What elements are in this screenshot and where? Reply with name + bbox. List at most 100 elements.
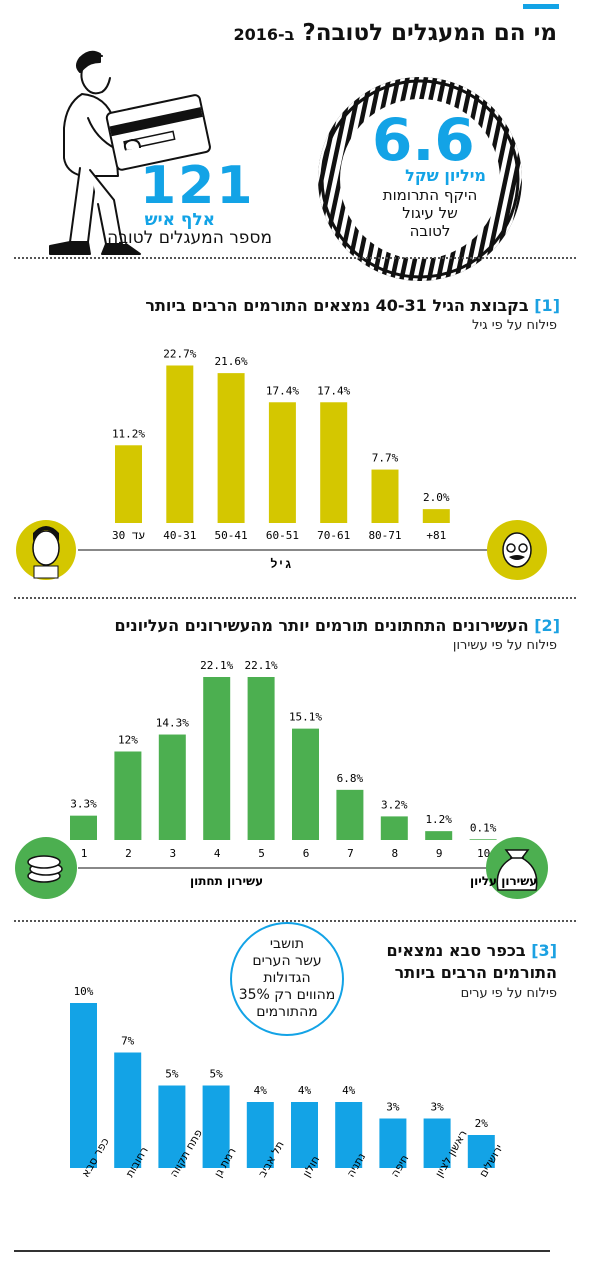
decile-value-label: 6.8%: [337, 772, 364, 785]
age-category-label: 70-61: [317, 529, 350, 542]
decile-category-label: 3: [169, 847, 176, 860]
decile-value-label: 22.1%: [200, 659, 233, 672]
ring-stripe: [521, 85, 522, 281]
decile-category-label: 1: [81, 847, 88, 860]
age-bar: [422, 509, 450, 523]
coins-icon: [15, 837, 77, 899]
age-category-label: 60-51: [266, 529, 299, 542]
city-value-label: 4%: [254, 1084, 268, 1097]
age-value-label: 2.0%: [423, 491, 450, 504]
city-value-label: 3%: [386, 1101, 400, 1114]
section1-title-text: בקבוצת הגיל 40-31 נמצאים התורמים הרבים ב…: [145, 296, 529, 315]
donations-caption-line1: היקף התרומות: [382, 186, 478, 204]
age-bar: [166, 365, 194, 523]
city-bar: [158, 1085, 186, 1168]
age-category-label: 80-71: [368, 529, 401, 542]
age-value-label: 11.2%: [112, 427, 145, 440]
person-with-card-illustration: [49, 50, 211, 255]
decile-bar: [380, 816, 408, 840]
top-decile-label: עשירון עליון: [470, 874, 537, 888]
age-bar: [217, 373, 245, 523]
city-bar: [467, 1135, 495, 1168]
decile-bar: [292, 728, 319, 840]
money-bag-icon: [486, 837, 548, 899]
city-bar: [246, 1102, 274, 1168]
decile-value-label: 3.2%: [381, 798, 408, 811]
decile-category-label: 10: [477, 847, 490, 860]
old-face-moustache: [509, 555, 525, 560]
page-title-main: מי הם המעגלים לטובה?: [302, 20, 557, 46]
city-value-label: 4%: [342, 1084, 356, 1097]
old-face-icon: [487, 520, 547, 580]
city-value-label: 3%: [430, 1101, 444, 1114]
decile-category-label: 5: [258, 847, 265, 860]
donations-caption: היקף התרומות של עיגול לטובה: [365, 186, 495, 240]
page-title: מי הם המעגלים לטובה? ב-2016: [233, 20, 557, 46]
decile-bar: [336, 789, 364, 840]
section2-title-text: העשירונים התחתונים תורמים יותר מהעשירוני…: [114, 616, 529, 635]
young-face-icon: [16, 520, 76, 580]
section3-title-line1: בכפר סבא נמצאים: [386, 941, 526, 960]
age-category-label: עד 30: [112, 529, 145, 542]
money-bag-shape: [496, 849, 538, 891]
donations-caption-line3: לטובה: [409, 222, 451, 240]
section2-subtitle: פילוח על פי עשירון: [452, 638, 557, 653]
page-title-year: ב-2016: [233, 25, 295, 44]
city-value-label: 2%: [475, 1117, 489, 1130]
separator-2: [14, 597, 576, 599]
decile-category-label: 9: [436, 847, 443, 860]
bubble-line4: מהווים רק 35%: [238, 987, 336, 1003]
section3-subtitle: פילוח על פי ערים: [460, 986, 557, 1001]
decile-value-label: 3.3%: [70, 798, 97, 811]
people-count-unit: אלף איש: [144, 210, 215, 230]
old-face-head: [502, 532, 532, 568]
city-bar: [335, 1102, 363, 1168]
decile-bar: [469, 839, 497, 840]
decile-category-label: 7: [347, 847, 354, 860]
section1-subtitle: פילוח על פי גיל: [471, 318, 557, 333]
separator-3: [14, 920, 576, 922]
old-face-glasses-right: [518, 543, 528, 553]
city-value-label: 7%: [121, 1035, 135, 1048]
section2-number: [2]: [534, 616, 560, 635]
age-category-label: 50-41: [215, 529, 248, 542]
decile-value-label: 12%: [118, 733, 138, 746]
age-bar: [115, 445, 142, 523]
age-bar: [268, 402, 296, 523]
donations-value: 6.6: [372, 106, 475, 174]
city-bar: [202, 1085, 230, 1168]
age-category-label: 81+: [426, 529, 446, 542]
age-chart: 11.2% עד 30 22.7% 40-31 21.6% 50-41 17.4% 60-51…: [16, 347, 547, 580]
city-value-label: 5%: [209, 1068, 223, 1081]
decile-bar: [158, 734, 186, 840]
decile-value-label: 14.3%: [156, 717, 189, 730]
bubble-line5: מהתורמים: [256, 1004, 318, 1020]
age-value-label: 22.7%: [163, 347, 196, 360]
city-bar: [291, 1102, 318, 1168]
decile-category-label: 2: [125, 847, 132, 860]
bottom-decile-label: עשירון תחתון: [190, 874, 263, 888]
coin-top: [27, 855, 61, 869]
young-face-hair: [33, 526, 59, 541]
decile-value-label: 15.1%: [289, 711, 322, 724]
decile-bar: [70, 815, 97, 840]
city-bar: [379, 1118, 407, 1168]
donations-circle-graphic: [318, 77, 522, 281]
age-value-label: 7.7%: [372, 452, 399, 465]
bubble-line1: תושבי: [269, 936, 305, 952]
cities-note-text: תושבי עשר הערים הגדולות מהווים רק 35% מה…: [230, 936, 344, 1021]
decile-value-label: 0.1%: [470, 821, 497, 834]
decile-chart: 3.3% 1 12% 2 14.3% 3 22.1% 4 22.1% 5 15.1% 6 6.8% 7 3.…: [15, 659, 548, 899]
section3-title-line2: התורמים הרבים ביותר: [394, 963, 557, 982]
age-category-label: 40-31: [163, 529, 196, 542]
city-bar: [423, 1118, 451, 1168]
people-count-caption: מספר המעגלים לטובה: [107, 228, 272, 248]
bottom-rule: [14, 1250, 550, 1252]
decile-value-label: 1.2%: [425, 813, 452, 826]
young-face-collar: [33, 565, 59, 579]
age-value-label: 17.4%: [266, 384, 299, 397]
section1-title: [1] בקבוצת הגיל 40-31 נמצאים התורמים הרב…: [145, 296, 560, 315]
decile-bar: [425, 831, 453, 840]
bubble-line2: עשר הערים: [252, 953, 322, 969]
